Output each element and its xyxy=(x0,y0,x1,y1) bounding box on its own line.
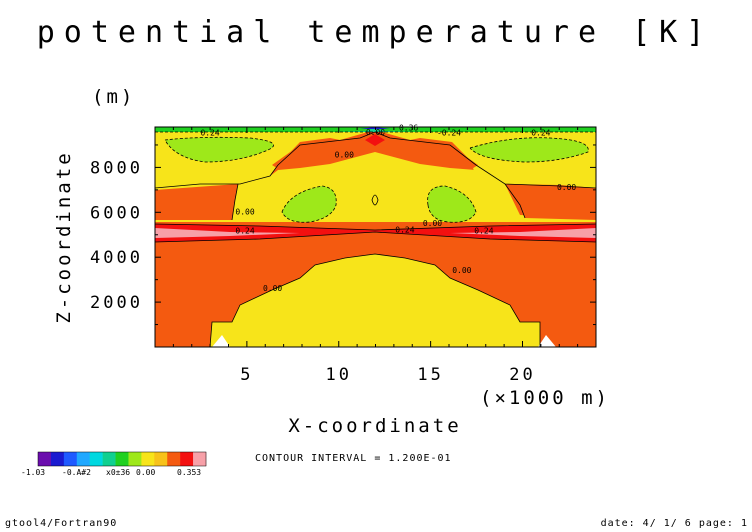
y-axis-label: Z-coordinate xyxy=(53,150,75,323)
x-unit-label: (×1000 m) xyxy=(480,387,610,409)
pink-right-core xyxy=(420,228,596,238)
contour-label: 0.24 xyxy=(474,227,493,236)
contour-label: 0.00 xyxy=(557,183,576,192)
contour-labels: 0.24 0.00 0.00 0.36 -0.24 0.24 0.00 0.00 0.00 0.2… xyxy=(200,123,576,293)
contour-label: 0.00 xyxy=(335,151,354,160)
colorbar-swatch xyxy=(89,452,103,466)
contour-label: 0.24 xyxy=(395,226,414,235)
colorbar-swatch xyxy=(76,452,90,466)
colorbar-swatch xyxy=(63,452,78,466)
contour-label: -0.24 xyxy=(437,129,461,138)
contour-line-left xyxy=(231,183,239,221)
y-tick-label: 2000 xyxy=(90,293,143,313)
y-tick-label: 8000 xyxy=(90,158,143,178)
upper-right-green-lobe xyxy=(470,137,589,162)
footer-right: date: 4/ 1/ 6 page: 1 xyxy=(601,518,748,529)
contour-label: 0.24 xyxy=(235,226,254,235)
contour-line-right xyxy=(504,183,526,219)
contour-line-mid-right-lobe xyxy=(427,185,477,223)
colorbar-tick-label: -0.A#2 xyxy=(62,468,91,477)
colorbar-swatch xyxy=(141,452,155,466)
colorbar-tick-label: 0.00 xyxy=(136,468,155,477)
colorbar-frame xyxy=(37,451,207,467)
x-axis-label: X-coordinate xyxy=(288,415,461,437)
contour-line-upper-left-lobe xyxy=(164,136,274,163)
contour-label: 0.00 xyxy=(366,128,385,137)
contour-line-upper xyxy=(155,131,596,189)
contour-label: 0.00 xyxy=(235,208,254,217)
contour-label: 0.00 xyxy=(423,219,442,228)
bottom-right-corner xyxy=(538,335,556,347)
colorbar-tick-label: 0.353 xyxy=(177,468,201,477)
y-tick-label: 6000 xyxy=(90,203,143,223)
y-unit-label: (m) xyxy=(92,86,135,108)
colorbar-swatch xyxy=(154,452,168,466)
upper-red-core xyxy=(365,134,385,146)
contour-line-dome xyxy=(209,253,541,347)
middle-yellow-region xyxy=(155,152,596,222)
chart-title: potential temperature [K] xyxy=(37,15,714,50)
x-tick-label: 5 xyxy=(240,365,253,385)
red-jet-band xyxy=(155,224,596,242)
mid-left-orange xyxy=(155,184,238,220)
upper-left-green-lobe xyxy=(165,137,274,162)
colorbar: -1.03 -0.A#2 x0±36 0.00 0.353 xyxy=(21,451,207,477)
footer-left: gtool4/Fortran90 xyxy=(5,518,117,529)
colorbar-tick-label: x0±36 xyxy=(106,468,130,477)
colorbar-swatch xyxy=(180,452,194,466)
contour-line-center-eye xyxy=(371,194,379,206)
lower-yellow-dome xyxy=(210,254,540,347)
contour-line-mid-left-lobe xyxy=(281,185,337,223)
bottom-left-corner xyxy=(212,335,230,347)
axis-ticks: 5 10 15 20 2000 4000 6000 8000 xyxy=(90,127,596,385)
colorbar-swatch xyxy=(193,452,207,466)
colorbar-swatch xyxy=(38,452,52,466)
contour-label: 0.00 xyxy=(452,266,471,275)
contour-label: 0.24 xyxy=(531,129,550,138)
mid-right-orange xyxy=(505,184,596,220)
colorbar-swatch xyxy=(167,452,181,466)
x-tick-label: 15 xyxy=(417,365,443,385)
contour-fill xyxy=(155,127,596,347)
x-tick-label: 10 xyxy=(326,365,352,385)
colorbar-tick-label: -1.03 xyxy=(21,468,45,477)
colorbar-swatch xyxy=(115,452,129,466)
colorbar-swatch xyxy=(50,452,65,466)
mid-right-green-lobe xyxy=(427,186,476,223)
contour-label: 0.24 xyxy=(200,129,219,138)
plot-area: 5 10 15 20 2000 4000 6000 8000 0.24 0.00 0.00 0.36… xyxy=(90,123,597,385)
contour-label: 0.00 xyxy=(263,284,282,293)
contour-line-upper-right-lobe xyxy=(469,137,589,163)
contour-line-jet-bottom xyxy=(155,231,596,243)
contour-label: 0.36 xyxy=(399,123,418,132)
x-tick-label: 20 xyxy=(509,365,535,385)
colorbar-swatch xyxy=(102,452,116,466)
colorbar-swatch xyxy=(128,452,142,466)
mid-left-green-lobe xyxy=(282,186,337,223)
contour-interval: CONTOUR INTERVAL = 1.200E-01 xyxy=(255,453,452,464)
pink-left-core xyxy=(155,228,330,238)
contour-line-jet-top xyxy=(155,223,596,231)
y-tick-label: 4000 xyxy=(90,248,143,268)
